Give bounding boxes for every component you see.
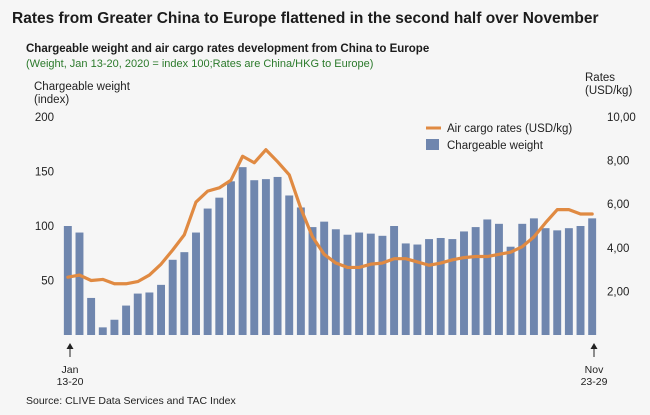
bar — [436, 237, 445, 335]
bar — [180, 252, 189, 335]
bar — [460, 231, 468, 335]
bar-series — [63, 167, 597, 335]
y-left-tick-label: 200 — [35, 112, 54, 124]
legend-bar-swatch — [426, 139, 439, 150]
bar — [308, 227, 317, 335]
bar — [238, 167, 247, 335]
bar — [541, 228, 550, 335]
y-right-tick-label: 10,00 — [607, 112, 636, 124]
x-start-arrowhead — [66, 343, 74, 349]
y-right-axis-title-line2: (USD/kg) — [585, 85, 633, 97]
bar — [378, 235, 387, 335]
bar — [75, 232, 84, 335]
bar — [63, 226, 72, 335]
bar — [320, 221, 329, 335]
bar — [192, 232, 200, 335]
y-left-axis-title-line2: (index) — [34, 94, 70, 106]
bar — [494, 223, 503, 335]
bar — [506, 246, 515, 335]
y-right-tick-label: 8,00 — [607, 156, 629, 168]
source-note: Source: CLIVE Data Services and TAC Inde… — [26, 395, 236, 407]
bar — [122, 305, 131, 335]
bar — [518, 223, 527, 335]
bar — [413, 244, 422, 335]
rate-line — [66, 148, 594, 286]
y-right-tick-label: 4,00 — [607, 243, 629, 255]
x-start-label-line2: 13-20 — [57, 376, 84, 388]
y-right-tick-label: 6,00 — [607, 199, 629, 211]
bar — [296, 207, 305, 335]
chart-title: Chargeable weight and air cargo rates de… — [26, 43, 430, 55]
bar — [355, 232, 364, 335]
bar — [529, 218, 538, 335]
y-left-axis-title: Chargeable weight (index) — [34, 81, 130, 107]
bar — [226, 181, 235, 335]
bar — [553, 230, 562, 335]
bar — [390, 226, 399, 335]
bar — [366, 233, 375, 335]
x-end-label-line1: Nov — [585, 364, 604, 376]
legend-line-label: Air cargo rates (USD/kg) — [447, 123, 572, 135]
bar — [215, 197, 224, 335]
y-right-ticks: 2,00 4,00 6,00 8,00 10,00 — [607, 112, 636, 298]
bar — [168, 259, 177, 335]
y-left-axis-title-line1: Chargeable weight — [34, 81, 130, 93]
bar — [588, 218, 597, 335]
bar — [483, 219, 492, 335]
legend: Air cargo rates (USD/kg) Chargeable weig… — [426, 123, 572, 152]
y-left-tick-label: 150 — [35, 167, 54, 179]
bar — [401, 243, 410, 335]
bar — [576, 226, 585, 335]
y-left-ticks: 50 100 150 200 — [35, 112, 54, 288]
bar — [331, 229, 340, 335]
x-axis-labels: Jan 13-20 Nov 23-29 — [57, 343, 608, 388]
page-title: Rates from Greater China to Europe flatt… — [12, 10, 599, 27]
chart-subtitle: (Weight, Jan 13-20, 2020 = index 100;Rat… — [26, 58, 374, 70]
bar — [203, 208, 212, 335]
bar — [273, 176, 282, 335]
bar — [145, 292, 154, 335]
chart-canvas: 50 100 150 200 2,00 4,00 6,00 8,00 10,00 Air ca… — [35, 112, 636, 388]
bar — [261, 179, 270, 335]
bar — [157, 284, 165, 335]
legend-bar-label: Chargeable weight — [447, 140, 544, 152]
bar — [471, 227, 480, 335]
bar — [133, 293, 142, 335]
y-right-axis-title: Rates (USD/kg) — [585, 72, 632, 98]
bar — [448, 239, 457, 335]
bar — [564, 228, 573, 335]
y-right-axis-title-line1: Rates — [585, 72, 616, 84]
bar — [87, 297, 96, 335]
bar — [110, 319, 119, 335]
bar — [285, 195, 294, 335]
x-end-arrowhead — [590, 343, 598, 349]
bar — [250, 180, 259, 335]
bar — [98, 327, 107, 335]
y-right-tick-label: 2,00 — [607, 286, 629, 298]
x-end-label-line2: 23-29 — [581, 376, 608, 388]
bar — [425, 239, 433, 335]
y-left-tick-label: 50 — [41, 276, 54, 288]
x-start-label-line1: Jan — [62, 364, 79, 376]
bar — [343, 234, 352, 335]
y-left-tick-label: 100 — [35, 221, 54, 233]
